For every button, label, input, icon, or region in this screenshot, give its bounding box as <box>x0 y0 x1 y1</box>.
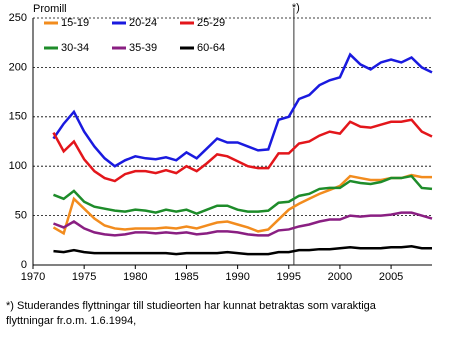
annotation: *) <box>292 2 300 14</box>
y-tick-label: 0 <box>21 259 27 271</box>
footnote: flyttningar fr.o.m. 1.6.1994, <box>6 315 136 327</box>
x-tick-label: 2000 <box>328 271 352 283</box>
x-tick-label: 1970 <box>21 271 45 283</box>
x-tick-label: 1980 <box>123 271 147 283</box>
x-tick-label: 1985 <box>174 271 198 283</box>
legend-label: 30-34 <box>61 42 89 54</box>
x-tick-label: 1975 <box>72 271 96 283</box>
series-line <box>52 173 432 236</box>
series-line <box>52 118 433 183</box>
series-line <box>53 244 432 256</box>
x-tick-label: 1995 <box>277 271 301 283</box>
x-tick-label: 2005 <box>379 271 403 283</box>
legend-label: 35-39 <box>129 42 157 54</box>
y-tick-label: 150 <box>9 111 27 123</box>
y-tick-label: 250 <box>9 12 27 24</box>
legend-label: 60-64 <box>197 42 225 54</box>
y-tick-label: 50 <box>15 210 27 222</box>
y-tick-label: 100 <box>9 160 27 172</box>
y-tick-label: 200 <box>9 61 27 73</box>
series-line <box>53 211 433 237</box>
x-tick-label: 1990 <box>225 271 249 283</box>
footnote: *) Studerandes flyttningar till studieor… <box>6 300 377 312</box>
series-line <box>53 174 433 215</box>
y-axis-label: Promill <box>33 3 67 15</box>
series-line <box>52 52 433 168</box>
legend-label: 25-29 <box>197 17 225 29</box>
legend-label: 15-19 <box>61 17 89 29</box>
legend-label: 20-24 <box>129 17 157 29</box>
